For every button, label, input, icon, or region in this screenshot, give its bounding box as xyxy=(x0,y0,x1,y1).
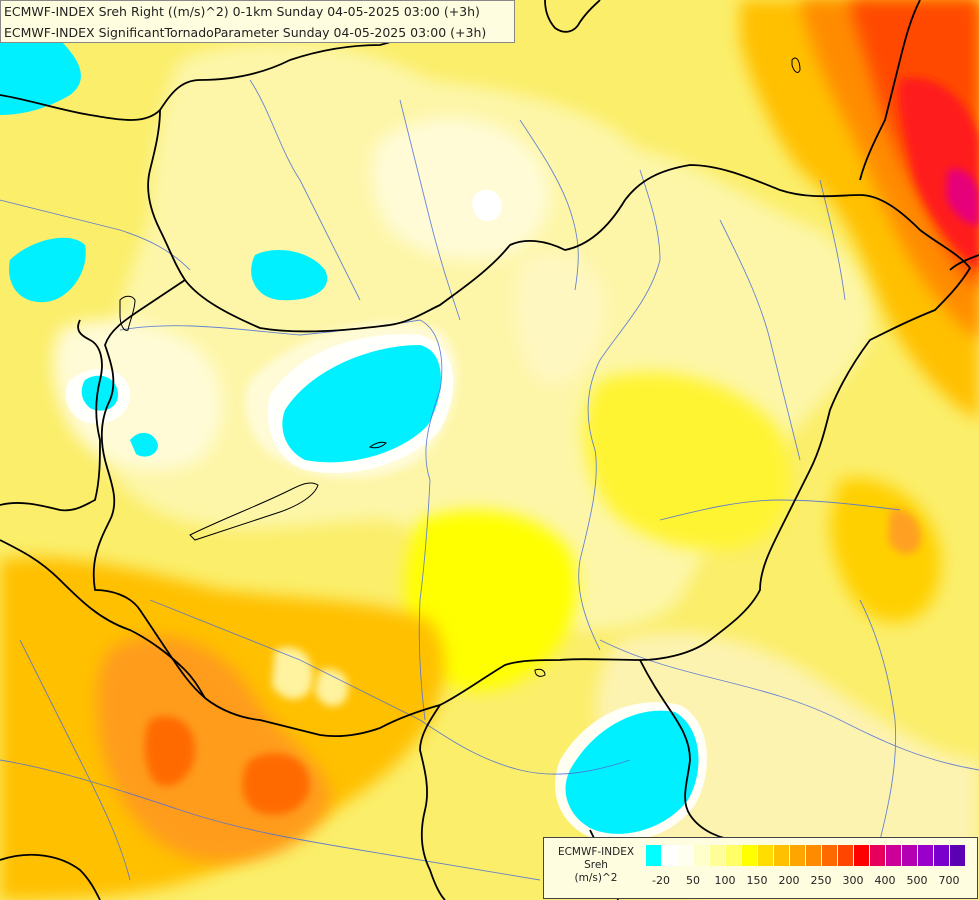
lake-small-1 xyxy=(368,441,387,449)
legend-tick-label: 250 xyxy=(810,874,832,887)
legend-tick-label: 50 xyxy=(686,874,700,887)
border-croatia-serbia xyxy=(419,704,446,900)
border-hungary xyxy=(92,164,971,738)
legend-tick-label: -20 xyxy=(652,874,670,887)
very-pale-east xyxy=(515,252,606,385)
river-south-2 xyxy=(859,599,897,841)
border-northeast xyxy=(544,0,601,33)
border-southwest xyxy=(0,539,206,699)
legend-tick-label: 400 xyxy=(874,874,896,887)
border-west-austria xyxy=(0,319,103,512)
border-east-ukraine xyxy=(859,0,921,181)
legend-tick-label: 200 xyxy=(778,874,800,887)
legend-color-cell xyxy=(805,845,821,866)
very-pale-north xyxy=(371,117,550,261)
legend-color-cell xyxy=(725,845,741,866)
orange-east-spot xyxy=(888,509,921,555)
river-southwest-1 xyxy=(19,639,131,881)
legend-color-cell xyxy=(773,845,789,866)
cyan-lake xyxy=(282,345,441,463)
legend-color-cell xyxy=(757,845,773,866)
legend-title-line-1: ECMWF-INDEX xyxy=(557,846,635,858)
yellow-core-east xyxy=(583,372,791,550)
cyan-west xyxy=(9,237,86,303)
legend-color-cell xyxy=(741,845,757,866)
red-core-northeast xyxy=(898,78,979,270)
legend-title-line-3: (m/s)^2 xyxy=(574,872,618,884)
yellow-core-south xyxy=(405,510,578,691)
river-drava xyxy=(149,599,631,775)
legend-tick-label: 700 xyxy=(938,874,960,887)
river-maros xyxy=(659,499,901,521)
white-spot-north xyxy=(472,189,502,222)
river-east-1 xyxy=(719,219,801,461)
orange-east-edge xyxy=(830,478,941,622)
river-west-1 xyxy=(0,199,191,271)
legend-title: ECMWF-INDEX Sreh (m/s)^2 xyxy=(548,846,644,885)
legend-color-cell xyxy=(853,845,869,866)
river-tisza xyxy=(578,169,661,651)
map-title-line-2: ECMWF-INDEX SignificantTornadoParameter … xyxy=(4,25,487,40)
color-legend: ECMWF-INDEX Sreh (m/s)^2 -20 50 100 150 200 2… xyxy=(543,837,978,899)
cyan-south xyxy=(565,710,699,834)
map-title-line-1: ECMWF-INDEX Sreh Right ((m/s)^2) 0-1km S… xyxy=(4,4,480,19)
border-east-romania xyxy=(949,254,979,271)
legend-color-cell xyxy=(949,845,965,866)
legend-color-cell xyxy=(645,845,661,866)
lakes xyxy=(119,57,801,677)
legend-tick-label: 150 xyxy=(746,874,768,887)
legend-color-cell xyxy=(693,845,709,866)
lake-small-3 xyxy=(534,668,546,677)
very-pale-south xyxy=(596,632,979,900)
legend-color-cell xyxy=(789,845,805,866)
legend-color-cell xyxy=(661,845,677,866)
lake-small-2 xyxy=(791,57,801,73)
cyan-top-left xyxy=(0,40,81,115)
border-serbia-romania xyxy=(639,659,741,841)
legend-tick-labels: -20 50 100 150 200 250 300 400 500 700 xyxy=(645,874,975,890)
rivers xyxy=(0,79,979,881)
map-title-box: ECMWF-INDEX Sreh Right ((m/s)^2) 0-1km S… xyxy=(0,0,515,43)
orange-spot-1 xyxy=(144,716,195,786)
lake-balaton xyxy=(189,482,319,541)
legend-color-cell xyxy=(677,845,693,866)
cyan-tiny-west xyxy=(130,432,158,457)
lake-neusiedl xyxy=(119,295,136,331)
legend-color-cell xyxy=(917,845,933,866)
border-south-bosnia xyxy=(0,853,101,900)
river-north-3 xyxy=(519,119,579,291)
cyan-north xyxy=(251,250,328,301)
legend-tick-label: 100 xyxy=(714,874,736,887)
legend-color-bar xyxy=(645,845,965,866)
river-south-1 xyxy=(599,639,979,771)
pale-spot-sw-1 xyxy=(272,647,313,700)
orange-spot-2 xyxy=(242,753,310,815)
pale-spot-sw-2 xyxy=(315,669,349,707)
legend-color-cell xyxy=(709,845,725,866)
legend-tick-label: 500 xyxy=(906,874,928,887)
legend-color-cell xyxy=(885,845,901,866)
river-danube-west xyxy=(119,319,443,721)
legend-color-cell xyxy=(901,845,917,866)
river-east-2 xyxy=(819,179,846,301)
legend-color-cell xyxy=(869,845,885,866)
river-north-2 xyxy=(399,99,461,321)
legend-color-cell xyxy=(837,845,853,866)
magenta-core-northeast xyxy=(946,169,979,225)
border-north-2 xyxy=(147,109,186,281)
river-north-1 xyxy=(249,79,361,301)
legend-color-cell xyxy=(821,845,837,866)
legend-tick-label: 300 xyxy=(842,874,864,887)
river-sava xyxy=(0,759,541,881)
legend-color-cell xyxy=(933,845,949,866)
very-pale-west xyxy=(52,319,223,471)
legend-title-line-2: Sreh xyxy=(584,859,608,871)
